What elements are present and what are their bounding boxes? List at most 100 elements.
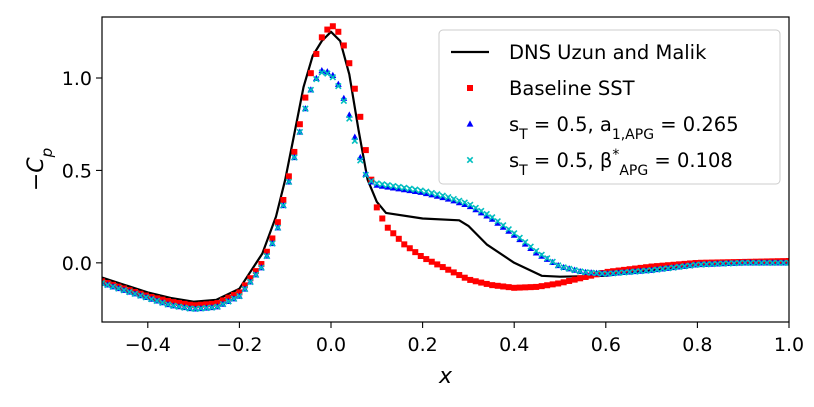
data-point (208, 304, 216, 311)
data-point (395, 235, 402, 242)
data-point (423, 256, 430, 263)
data-point (291, 154, 298, 161)
data-point (368, 177, 375, 185)
legend-entry-2: sT = 0.5, a1,APG = 0.265 (466, 113, 739, 143)
y-axis-title: −Cp (24, 148, 56, 191)
x-tick-label: 0.0 (316, 334, 346, 356)
data-point (313, 75, 320, 83)
data-point (335, 82, 342, 90)
data-point (516, 234, 523, 241)
series-line-dns (102, 30, 789, 303)
data-point (153, 297, 161, 305)
data-point (686, 262, 694, 269)
data-point (588, 272, 595, 279)
data-point (186, 305, 194, 312)
data-point (159, 299, 166, 306)
legend-box (438, 29, 781, 185)
data-point (362, 170, 370, 177)
data-point (648, 266, 655, 274)
data-point (252, 271, 260, 279)
data-point (626, 268, 633, 276)
data-point (483, 212, 491, 219)
data-point (263, 248, 270, 255)
data-point (417, 253, 424, 260)
data-point (280, 197, 287, 203)
data-point (104, 281, 111, 289)
data-point (609, 270, 617, 277)
data-point (313, 50, 320, 57)
data-point (102, 279, 106, 287)
data-point (346, 60, 353, 67)
data-point (642, 267, 650, 274)
data-point (521, 240, 529, 247)
data-point (340, 42, 347, 49)
legend-entry-0: DNS Uzun and Malik (451, 41, 707, 64)
data-point (329, 23, 336, 30)
data-point (785, 259, 789, 267)
data-point (653, 266, 661, 273)
data-point (670, 264, 677, 271)
data-point (324, 70, 331, 77)
data-point (494, 282, 501, 289)
data-point (631, 268, 639, 275)
data-point (489, 282, 496, 289)
data-point (648, 263, 655, 270)
data-point (598, 270, 606, 277)
data-point (467, 276, 474, 283)
legend-entry-1: Baseline SST (467, 77, 635, 100)
axes-layer: −0.4 −0.2 0.0 0.2 0.4 0.6 0.8 1.0 0.0 0.5 1.0 x −Cp (24, 16, 804, 389)
axes-frame (101, 16, 790, 323)
data-point (263, 252, 271, 260)
data-point (532, 249, 540, 256)
data-point (439, 193, 447, 201)
data-point (373, 204, 380, 211)
data-point (247, 278, 254, 286)
data-point (527, 284, 534, 291)
data-point (505, 226, 512, 233)
data-point (466, 201, 474, 208)
data-point (719, 260, 727, 267)
legend-entry-3: sT = 0.5, β*APG = 0.108 (466, 147, 733, 179)
data-point (472, 204, 479, 212)
data-point (357, 113, 364, 120)
data-point (329, 73, 337, 81)
data-point (312, 74, 320, 81)
data-point (324, 26, 331, 33)
data-point (697, 261, 705, 268)
data-point (434, 261, 441, 268)
data-point (571, 276, 578, 283)
data-point (511, 284, 518, 291)
data-point (362, 171, 370, 179)
data-point (412, 186, 419, 193)
data-point (494, 218, 501, 225)
data-point (769, 259, 776, 267)
data-point (384, 183, 392, 190)
data-point (494, 219, 502, 226)
data-point (774, 259, 782, 267)
data-point (131, 290, 139, 298)
data-point (527, 243, 534, 250)
legend-label: Baseline SST (509, 77, 635, 100)
data-point (560, 279, 567, 286)
data-point (269, 240, 276, 247)
data-point (455, 197, 463, 205)
data-point (411, 187, 419, 195)
data-point (120, 287, 128, 294)
data-point (181, 304, 188, 311)
data-point (318, 69, 326, 76)
data-point (181, 300, 188, 307)
data-point (555, 280, 562, 287)
data-point (351, 137, 359, 145)
x-tick-label: 1.0 (774, 334, 804, 356)
data-point (219, 297, 226, 304)
data-point (505, 227, 513, 234)
data-point (571, 266, 578, 274)
data-point (406, 186, 414, 194)
data-point (280, 202, 287, 209)
data-point (455, 198, 463, 206)
data-point (714, 260, 721, 268)
series-3 (102, 69, 789, 313)
data-point (549, 281, 556, 288)
data-point (752, 259, 760, 267)
data-point (241, 282, 248, 289)
